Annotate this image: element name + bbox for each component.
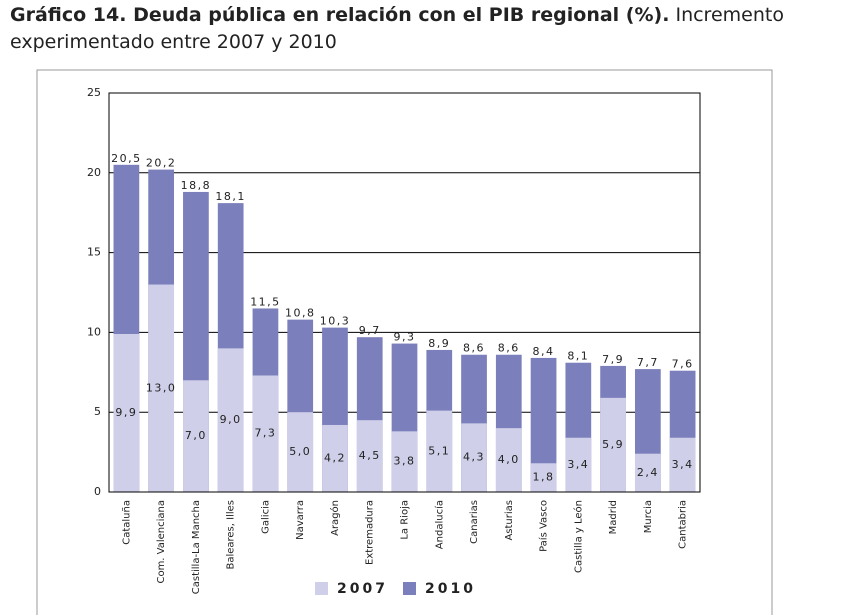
legend-swatch: [403, 582, 416, 595]
value-label: 7,3: [254, 427, 276, 440]
value-label: 10,3: [320, 315, 351, 328]
value-label: 13,0: [146, 381, 177, 394]
x-tick-label: Madrid: [608, 500, 619, 534]
value-label: 3,4: [672, 458, 694, 471]
frame: [36, 69, 773, 615]
value-label: 2,4: [637, 466, 659, 479]
bar: [669, 437, 696, 492]
value-label: 8,1: [567, 350, 589, 363]
chart-title: Gráfico 14. Deuda pública en relación co…: [10, 4, 670, 26]
x-tick-label: País Vasco: [538, 500, 550, 552]
value-label: 7,7: [637, 356, 659, 369]
x-tick-label: La Rioja: [400, 500, 411, 540]
bar: [148, 284, 175, 492]
value-label: 9,3: [394, 331, 416, 344]
bar: [495, 428, 522, 492]
value-label: 8,6: [498, 342, 520, 355]
x-tick-label: Asturias: [504, 500, 515, 541]
bar: [322, 424, 348, 492]
bar: [461, 423, 487, 492]
x-tick-label: Aragón: [329, 500, 341, 536]
x-tick-label: Castilla-La Mancha: [191, 500, 202, 594]
value-label: 3,4: [567, 458, 589, 471]
x-tick-label: Cataluña: [121, 500, 132, 545]
value-label: 10,8: [285, 307, 316, 320]
bar: [183, 380, 209, 492]
x-tick-label: Cantabria: [678, 500, 689, 549]
chart-subtitle: Incremento experimentado entre 2007 y 20…: [10, 4, 784, 53]
value-label: 20,5: [111, 152, 142, 165]
value-label: 1,8: [533, 471, 555, 484]
bar: [426, 410, 453, 492]
legend-label: 2007: [337, 581, 388, 597]
value-label: 4,0: [498, 453, 520, 466]
bar: [530, 463, 557, 492]
bar: [565, 437, 592, 492]
x-tick-label: Murcia: [643, 500, 654, 533]
y-tick-label: 15: [87, 246, 101, 259]
legend-swatch: [315, 582, 328, 595]
bar: [356, 420, 383, 492]
value-label: 18,1: [215, 190, 246, 203]
x-tick-label: Galicia: [260, 500, 271, 534]
value-label: 7,9: [602, 353, 624, 366]
y-tick-label: 5: [94, 405, 101, 418]
plot-border: [108, 92, 701, 493]
value-label: 5,0: [289, 445, 311, 458]
value-label: 4,2: [324, 451, 346, 464]
value-label: 8,6: [463, 342, 485, 355]
bar: [217, 348, 244, 492]
value-label: 7,0: [185, 429, 207, 442]
x-tick-label: Canarias: [469, 500, 480, 544]
value-label: 11,5: [250, 295, 281, 308]
value-label: 5,9: [602, 438, 624, 451]
value-label: 8,9: [428, 337, 450, 350]
value-label: 4,5: [359, 449, 381, 462]
x-tick-label: Andalucía: [433, 500, 445, 549]
bar: [600, 397, 626, 492]
value-label: 3,8: [394, 455, 416, 468]
value-label: 9,0: [220, 413, 242, 426]
value-label: 8,4: [533, 345, 555, 358]
header: Gráfico 14. Deuda pública en relación co…: [10, 2, 840, 56]
x-tick-label: Castilla y León: [572, 500, 584, 573]
value-label: 4,3: [463, 451, 485, 464]
x-tick-label: Navarra: [295, 500, 306, 540]
value-label: 9,9: [115, 406, 137, 419]
y-tick-label: 20: [87, 166, 101, 179]
legend-label: 2010: [425, 581, 476, 597]
value-label: 9,7: [359, 324, 381, 337]
x-tick-label: Extremadura: [365, 500, 376, 565]
bar: [287, 412, 314, 492]
value-label: 5,1: [428, 444, 450, 457]
value-label: 20,2: [146, 157, 177, 170]
x-tick-label: Com. Valenciana: [156, 500, 167, 584]
y-tick-label: 10: [87, 325, 101, 338]
bar: [113, 333, 140, 492]
value-label: 7,6: [672, 358, 694, 371]
y-tick-label: 0: [94, 485, 101, 498]
bar: [252, 375, 279, 492]
bar: [634, 453, 661, 492]
bar: [391, 431, 418, 492]
y-tick-label: 25: [87, 86, 101, 99]
x-tick-label: Baleares, Illes: [226, 500, 237, 570]
value-label: 18,8: [181, 179, 212, 192]
